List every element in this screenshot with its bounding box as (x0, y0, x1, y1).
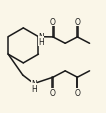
Text: O: O (50, 18, 56, 27)
Text: O: O (50, 88, 56, 97)
Text: N: N (38, 32, 44, 41)
Text: N: N (31, 79, 37, 88)
Text: H: H (38, 37, 44, 46)
Text: O: O (74, 88, 80, 97)
Text: O: O (74, 18, 80, 27)
Text: H: H (31, 84, 37, 93)
